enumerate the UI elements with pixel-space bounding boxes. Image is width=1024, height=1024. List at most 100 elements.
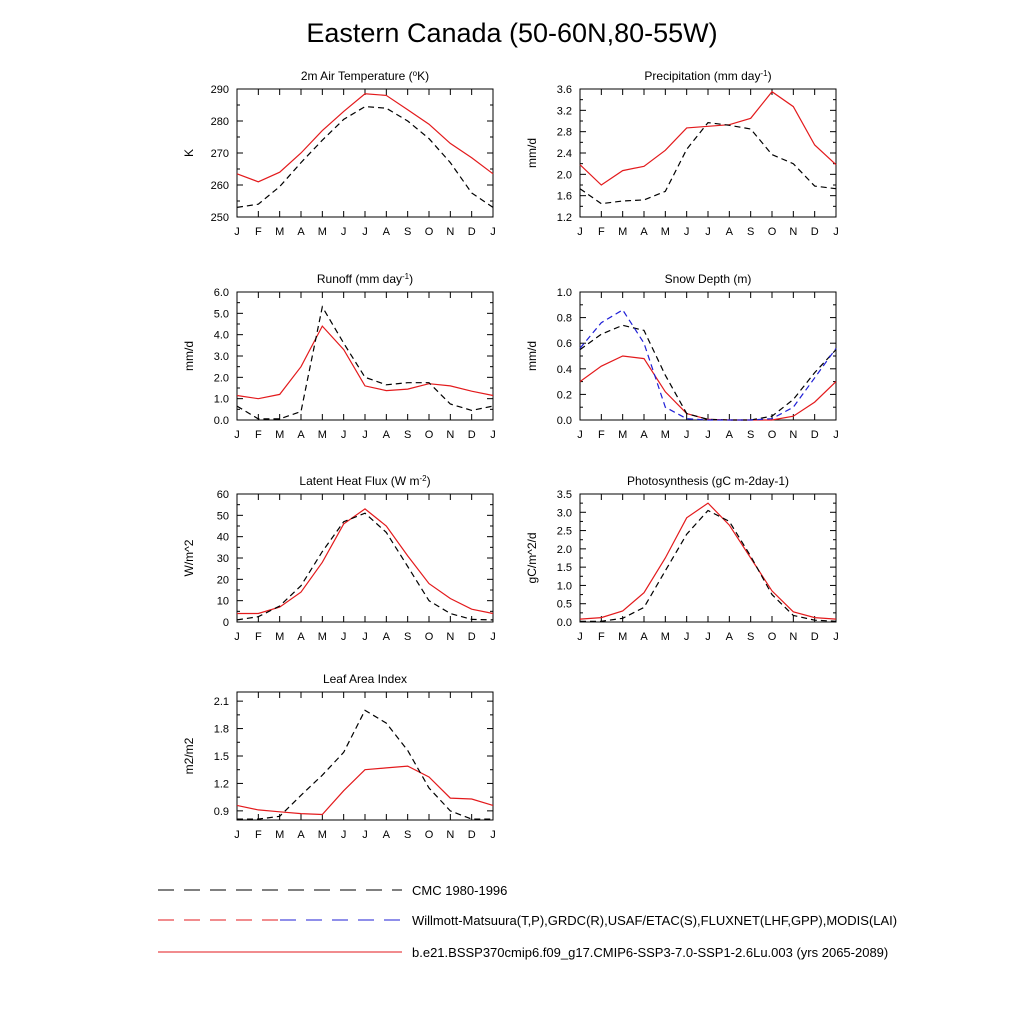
x-tick-label: J xyxy=(362,631,368,643)
y-tick-label: 2.4 xyxy=(557,148,572,160)
x-tick-label: J xyxy=(684,429,690,441)
y-tick-label: 0.8 xyxy=(557,313,572,325)
chart-panel-2: J F M A M J J A S O N D J 1.2 1.6 2.0 2.4 2.8 3.2 3.6 Precip… xyxy=(525,69,839,239)
y-axis-label: mm/d xyxy=(525,341,539,371)
y-tick-label: 0.5 xyxy=(557,599,572,611)
y-tick-label: 3.6 xyxy=(557,84,572,96)
x-tick-label: A xyxy=(640,429,648,441)
x-tick-label: J xyxy=(362,429,368,441)
series-line-1 xyxy=(236,325,494,400)
x-tick-label: N xyxy=(789,631,797,643)
x-tick-label: A xyxy=(383,631,391,643)
x-tick-label: A xyxy=(726,226,734,238)
x-tick-label: D xyxy=(811,429,819,441)
panel-title: Photosynthesis (gC m-2day-1) xyxy=(627,474,789,488)
y-tick-label: 2.0 xyxy=(557,544,572,556)
x-tick-label: J xyxy=(234,226,240,238)
x-tick-label: M xyxy=(275,226,284,238)
y-tick-label: 0.0 xyxy=(557,617,572,629)
y-tick-label: 0.9 xyxy=(214,806,229,818)
y-tick-label: 1.0 xyxy=(214,394,229,406)
x-tick-label: J xyxy=(490,829,496,841)
y-tick-label: 0.4 xyxy=(557,364,572,376)
y-tick-label: 1.2 xyxy=(557,212,572,224)
y-tick-label: 1.2 xyxy=(214,778,229,790)
chart-panel-4: J F M A M J J A S O N D J 0.0 0.2 0.4 0.6 0.8 1.0 Snow Dept… xyxy=(525,272,839,441)
y-tick-label: 20 xyxy=(217,574,229,586)
series-line-2 xyxy=(237,709,493,820)
x-tick-label: J xyxy=(490,429,496,441)
x-tick-label: J xyxy=(833,429,839,441)
y-tick-label: 2.0 xyxy=(557,169,572,181)
x-tick-label: S xyxy=(747,631,754,643)
series-line-2 xyxy=(579,324,837,421)
y-tick-label: 0 xyxy=(223,617,229,629)
x-tick-label: S xyxy=(747,226,754,238)
series-line-2 xyxy=(580,509,837,622)
x-tick-label: D xyxy=(468,631,476,643)
x-tick-label: J xyxy=(490,226,496,238)
y-tick-label: 0.0 xyxy=(557,415,572,427)
legend-label: Willmott-Matsuura(T,P),GRDC(R),USAF/ETAC… xyxy=(412,913,897,928)
x-tick-label: O xyxy=(425,429,434,441)
x-tick-label: N xyxy=(446,226,454,238)
y-tick-label: 40 xyxy=(217,532,229,544)
x-tick-label: A xyxy=(383,829,391,841)
x-tick-label: M xyxy=(318,226,327,238)
x-tick-label: J xyxy=(341,829,347,841)
panel-title: Latent Heat Flux (W m-2) xyxy=(299,474,430,489)
x-tick-label: N xyxy=(446,429,454,441)
x-tick-label: O xyxy=(425,829,434,841)
x-tick-label: A xyxy=(726,429,734,441)
y-tick-label: 60 xyxy=(217,489,229,501)
panel-title: Precipitation (mm day-1) xyxy=(644,69,771,84)
legend: CMC 1980-1996 Willmott-Matsuura(T,P),GRDC… xyxy=(158,883,897,960)
x-tick-label: O xyxy=(768,226,777,238)
y-tick-label: 1.5 xyxy=(557,562,572,574)
x-tick-label: M xyxy=(275,631,284,643)
series-line-1 xyxy=(236,93,494,183)
x-tick-label: J xyxy=(684,631,690,643)
x-tick-label: S xyxy=(404,631,411,643)
x-tick-label: F xyxy=(255,631,262,643)
x-tick-label: M xyxy=(318,829,327,841)
y-tick-label: 0.6 xyxy=(557,338,572,350)
x-tick-label: M xyxy=(618,429,627,441)
legend-label: b.e21.BSSP370cmip6.f09_g17.CMIP6-SSP3-7.… xyxy=(412,945,888,960)
x-tick-label: J xyxy=(341,631,347,643)
y-tick-label: 5.0 xyxy=(214,308,229,320)
y-tick-label: 4.0 xyxy=(214,330,229,342)
x-tick-label: J xyxy=(362,226,368,238)
x-tick-label: F xyxy=(255,829,262,841)
x-tick-label: J xyxy=(577,429,583,441)
legend-label: CMC 1980-1996 xyxy=(412,883,507,898)
y-axis-label: mm/d xyxy=(525,138,539,168)
x-tick-label: J xyxy=(833,226,839,238)
x-tick-label: D xyxy=(468,829,476,841)
x-tick-label: D xyxy=(468,429,476,441)
y-axis-label: W/m^2 xyxy=(182,539,196,576)
x-tick-label: A xyxy=(640,631,648,643)
series-line-1 xyxy=(579,355,837,421)
y-tick-label: 2.1 xyxy=(214,696,229,708)
x-tick-label: J xyxy=(490,631,496,643)
y-tick-label: 3.0 xyxy=(214,351,229,363)
x-tick-label: N xyxy=(789,429,797,441)
series-line-3 xyxy=(579,309,837,421)
x-tick-label: A xyxy=(297,429,305,441)
y-tick-label: 260 xyxy=(211,180,229,192)
plot-frame xyxy=(579,493,837,623)
x-tick-label: J xyxy=(341,429,347,441)
series-line-2 xyxy=(236,105,494,208)
y-tick-label: 1.0 xyxy=(557,580,572,592)
x-tick-label: S xyxy=(404,829,411,841)
series-line-2 xyxy=(579,121,837,205)
y-tick-label: 2.0 xyxy=(214,372,229,384)
y-tick-label: 3.2 xyxy=(557,105,572,117)
x-tick-label: J xyxy=(234,829,240,841)
x-tick-label: F xyxy=(255,226,262,238)
x-tick-label: F xyxy=(598,226,605,238)
x-tick-label: J xyxy=(577,226,583,238)
